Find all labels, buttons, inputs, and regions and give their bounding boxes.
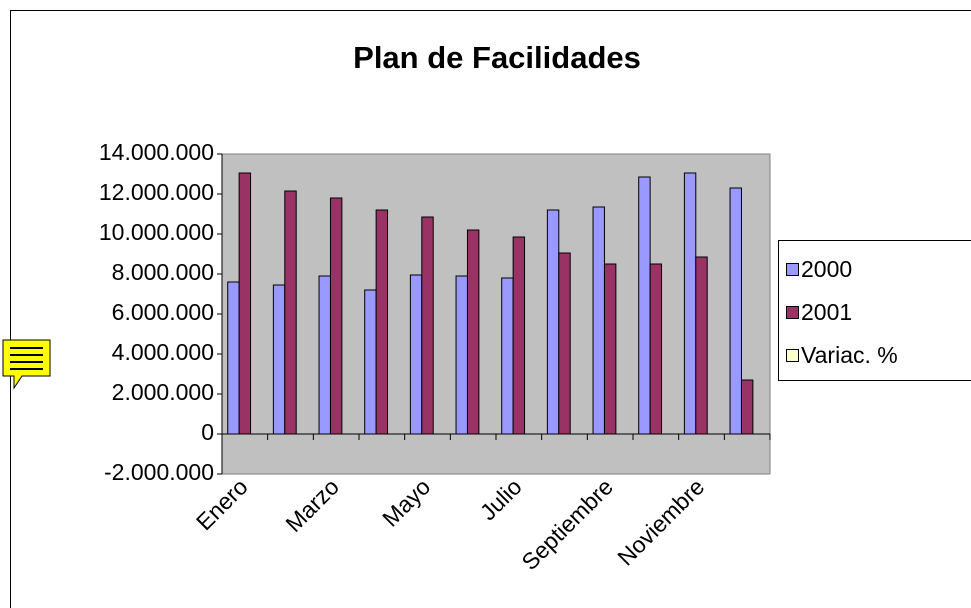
legend-swatch bbox=[786, 263, 799, 276]
bar bbox=[409, 274, 423, 435]
bar bbox=[683, 172, 697, 435]
y-tick-label: 12.000.000 bbox=[99, 179, 214, 205]
bar bbox=[272, 284, 286, 435]
legend-label: 2001 bbox=[801, 299, 852, 325]
y-tick-label: 2.000.000 bbox=[112, 379, 214, 405]
chart-title: Plan de Facilidades bbox=[353, 40, 641, 75]
bar bbox=[421, 216, 434, 435]
bar bbox=[558, 252, 571, 435]
bar bbox=[740, 379, 754, 435]
bar bbox=[649, 263, 663, 435]
bar bbox=[603, 263, 617, 435]
bar bbox=[501, 277, 514, 435]
bar bbox=[466, 229, 480, 435]
bar bbox=[695, 256, 708, 435]
plot-area bbox=[221, 153, 771, 475]
legend bbox=[778, 240, 971, 381]
bar bbox=[546, 209, 560, 435]
y-tick-label: 4.000.000 bbox=[112, 339, 214, 365]
bar bbox=[455, 275, 468, 435]
y-tick-label: 10.000.000 bbox=[99, 219, 214, 245]
legend-swatch bbox=[786, 349, 799, 362]
bar bbox=[592, 206, 605, 435]
y-tick-label: 8.000.000 bbox=[112, 259, 214, 285]
bar bbox=[364, 289, 377, 435]
comment-icon[interactable] bbox=[2, 339, 51, 390]
legend-label: Variac. % bbox=[801, 342, 898, 368]
bar bbox=[284, 190, 297, 435]
bar bbox=[638, 176, 651, 435]
y-tick-label: -2.000.000 bbox=[104, 459, 214, 485]
bar bbox=[329, 197, 343, 435]
bar bbox=[227, 281, 240, 435]
y-tick-label: 14.000.000 bbox=[99, 139, 214, 165]
y-tick-label: 6.000.000 bbox=[112, 299, 214, 325]
legend-swatch bbox=[786, 306, 799, 319]
bar bbox=[318, 275, 331, 435]
y-tick-label: 0 bbox=[201, 419, 214, 445]
legend-label: 2000 bbox=[801, 256, 852, 282]
bar bbox=[238, 172, 252, 435]
comment-shape[interactable] bbox=[2, 339, 51, 390]
bar bbox=[512, 236, 526, 435]
bar bbox=[729, 187, 742, 435]
bar bbox=[375, 209, 389, 435]
